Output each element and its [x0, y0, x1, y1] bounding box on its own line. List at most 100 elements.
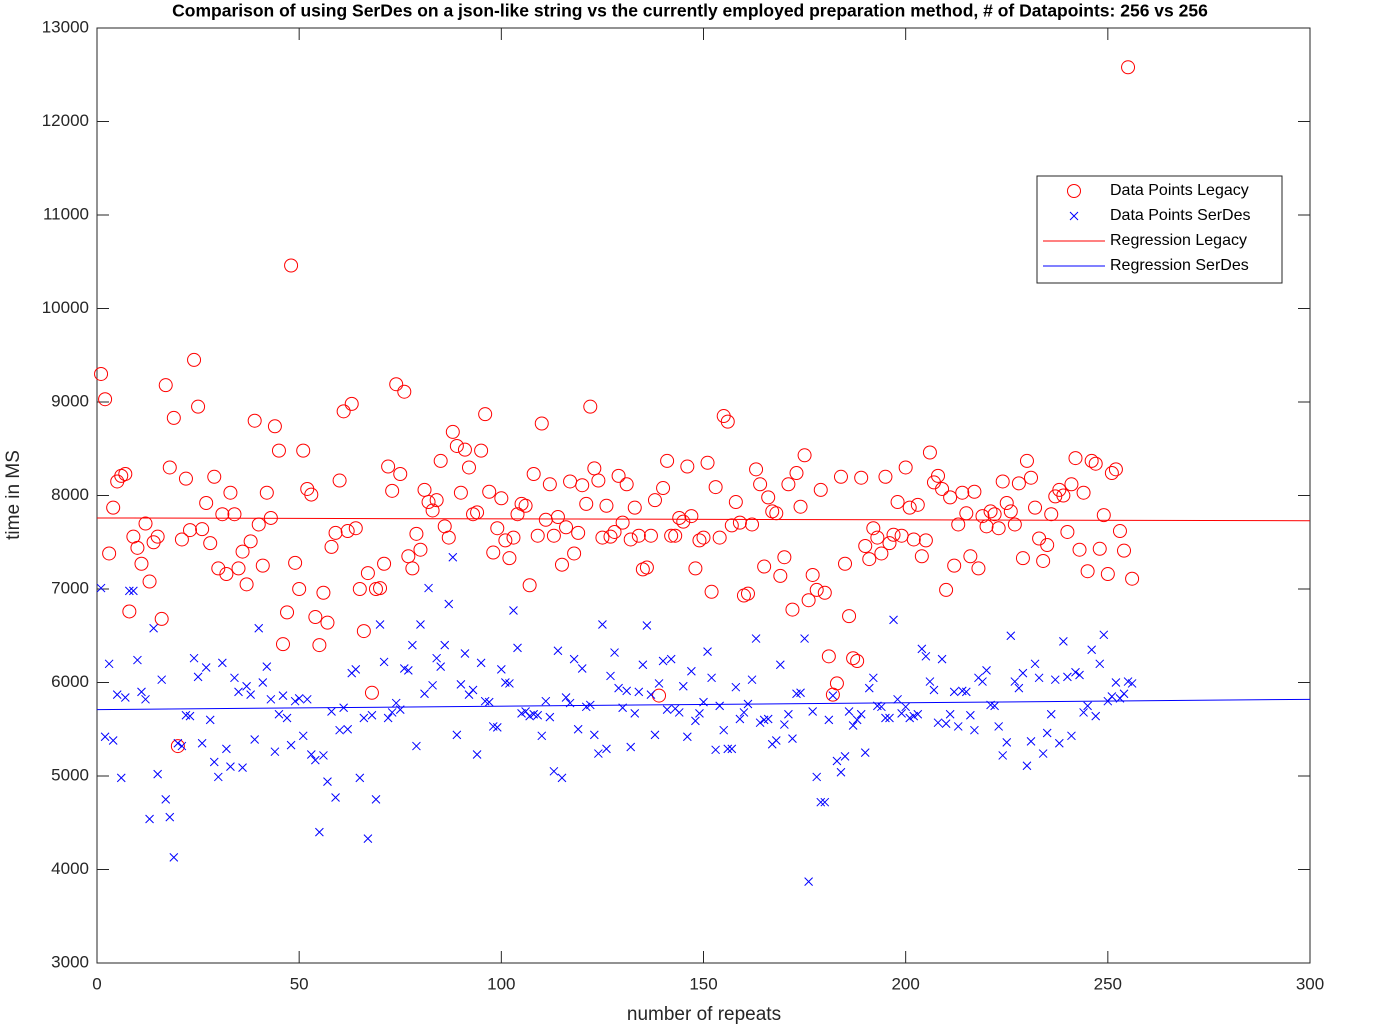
data-point: [412, 741, 421, 751]
data-point: [537, 731, 547, 741]
data-point: [854, 470, 869, 485]
data-point: [267, 419, 282, 434]
data-point: [255, 558, 270, 573]
data-point: [1100, 567, 1115, 582]
data-point: [360, 566, 375, 581]
data-point: [235, 544, 250, 559]
data-point: [569, 654, 579, 664]
data-point: [187, 352, 202, 367]
data-point: [829, 676, 844, 691]
data-point: [165, 812, 175, 822]
data-point: [809, 582, 824, 597]
data-point: [242, 681, 251, 691]
data-point: [356, 624, 371, 639]
data-point: [486, 545, 501, 560]
data-point: [780, 720, 789, 729]
data-point: [579, 496, 594, 511]
data-point: [917, 644, 927, 654]
data-point: [1088, 456, 1103, 471]
data-point: [343, 724, 353, 734]
data-point: [377, 556, 392, 571]
data-point: [931, 468, 946, 483]
data-point: [154, 611, 169, 626]
data-point: [654, 679, 664, 688]
data-point: [838, 556, 853, 571]
data-point: [102, 546, 117, 561]
data-point: [456, 680, 466, 689]
data-point: [610, 648, 619, 657]
data-point: [676, 514, 691, 529]
data-point: [129, 586, 138, 596]
data-point: [134, 556, 149, 571]
x-tick-label: 200: [891, 974, 919, 993]
data-point: [874, 546, 889, 561]
data-point: [602, 744, 611, 754]
data-point: [728, 495, 743, 510]
data-point: [805, 567, 820, 582]
data-point: [1007, 517, 1022, 532]
legend-label: Regression SerDes: [1110, 257, 1249, 274]
data-point: [355, 773, 365, 783]
y-tick-label: 12000: [42, 111, 89, 130]
data-point: [323, 777, 332, 786]
data-point: [106, 500, 121, 515]
data-point: [320, 615, 335, 630]
data-point: [522, 578, 537, 593]
data-point: [723, 744, 733, 754]
data-point: [429, 493, 444, 508]
data-point: [440, 640, 450, 650]
data-point: [213, 772, 223, 782]
data-point: [577, 664, 587, 673]
data-point: [1015, 551, 1030, 566]
data-point: [937, 654, 947, 664]
data-point: [550, 510, 565, 525]
data-point: [595, 530, 610, 545]
data-point: [999, 495, 1014, 510]
data-point: [680, 459, 695, 474]
data-point: [409, 526, 424, 541]
data-point: [316, 585, 331, 600]
data-point: [647, 493, 662, 508]
data-point: [379, 657, 389, 667]
data-point: [457, 442, 472, 457]
data-point: [672, 510, 687, 525]
data-point: [513, 643, 522, 653]
data-point: [1002, 737, 1012, 747]
data-point: [448, 552, 458, 562]
data-point: [363, 834, 373, 843]
data-point: [238, 763, 247, 772]
data-point: [1104, 466, 1119, 481]
data-point: [275, 637, 290, 652]
data-point: [545, 712, 555, 722]
data-point: [773, 568, 788, 583]
data-point: [549, 766, 559, 776]
data-point: [405, 561, 420, 576]
data-point: [1042, 728, 1052, 738]
data-point: [906, 532, 921, 547]
data-point: [622, 686, 632, 696]
data-point: [1119, 689, 1129, 699]
data-point: [387, 708, 397, 717]
data-point: [182, 523, 197, 538]
data-point: [603, 529, 618, 544]
data-point: [243, 534, 258, 549]
data-point: [189, 653, 199, 663]
data-point: [533, 710, 543, 720]
data-point: [747, 675, 757, 685]
data-point: [1026, 737, 1036, 746]
data-point: [385, 483, 400, 498]
data-point: [589, 730, 599, 740]
data-point: [118, 466, 133, 481]
data-point: [850, 653, 865, 668]
data-point: [614, 683, 623, 693]
data-point: [381, 459, 396, 474]
data-point: [492, 723, 502, 732]
data-point: [302, 694, 312, 704]
data-point: [166, 410, 181, 425]
data-point: [541, 696, 551, 706]
data-point: [704, 584, 719, 599]
y-tick-label: 6000: [51, 672, 89, 691]
data-point: [222, 744, 231, 754]
data-point: [788, 734, 797, 743]
data-point: [650, 730, 660, 740]
